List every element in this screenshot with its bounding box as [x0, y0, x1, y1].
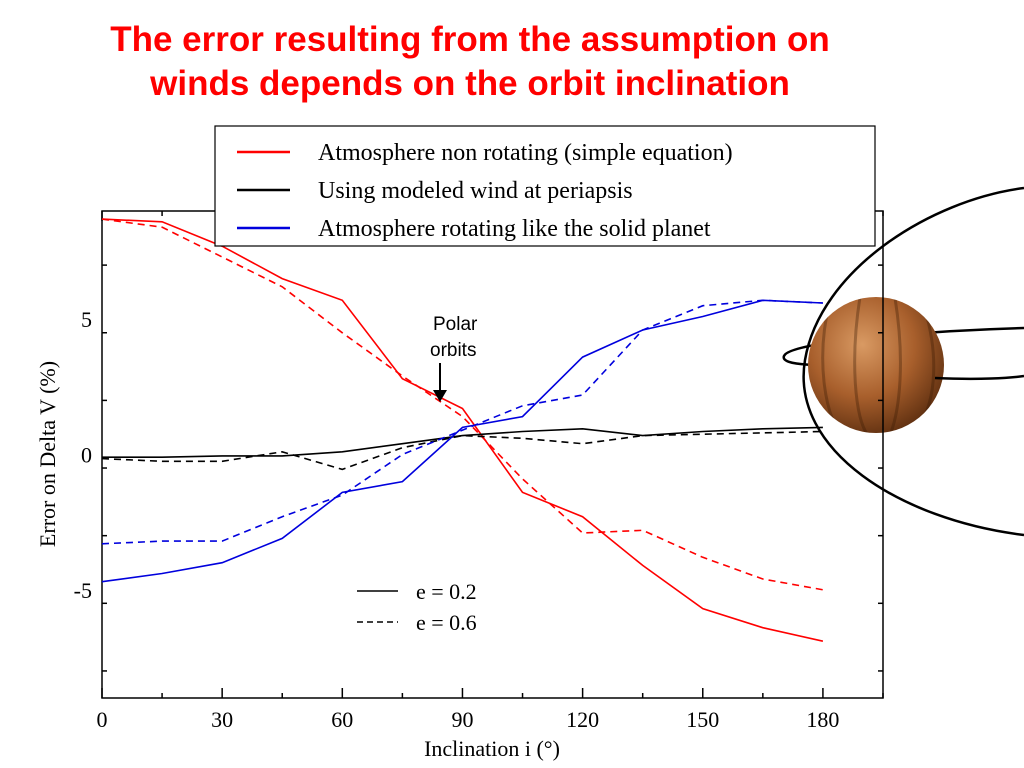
x-tick-label: 90 [451, 707, 473, 732]
large-orbit-ellipse [802, 186, 1024, 537]
annotation-arrow-head [433, 390, 447, 402]
annotation-line-1: Polar [433, 314, 478, 335]
slide-title: The error resulting from the assumption … [0, 18, 940, 106]
x-tick-label: 0 [97, 707, 108, 732]
y-axis-label: Error on Delta V (%) [35, 361, 60, 547]
polar-orbits-annotation: Polar orbits [430, 314, 478, 402]
series-line-2 [102, 426, 823, 459]
plot-frame [101, 210, 884, 699]
axis-tick-labels: 0 30 60 90 120 150 180 -5 0 5 [74, 307, 840, 732]
eccentricity-legend: e = 0.2 e = 0.6 [357, 579, 477, 635]
legend-label-non-rotating: Atmosphere non rotating (simple equation… [318, 140, 733, 166]
y-tick-label: -5 [74, 578, 92, 603]
y-tick-label: 5 [81, 307, 92, 332]
x-tick-label: 150 [686, 707, 719, 732]
x-tick-label: 120 [566, 707, 599, 732]
legend-box [214, 125, 876, 247]
series-line-1 [101, 218, 824, 591]
series-line-4 [101, 299, 823, 583]
legend-label-modeled-wind: Using modeled wind at periapsis [318, 178, 633, 204]
series-line-5 [101, 299, 823, 545]
x-tick-label: 60 [331, 707, 353, 732]
legend-label-e-0-6: e = 0.6 [416, 610, 477, 635]
legend-label-rotating: Atmosphere rotating like the solid plane… [318, 216, 711, 242]
planet [808, 297, 944, 433]
annotation-line-2: orbits [430, 340, 476, 361]
legend-label-e-0-2: e = 0.2 [416, 579, 477, 604]
x-axis-label: Inclination i (°) [424, 736, 560, 761]
small-orbit-front [934, 374, 1024, 381]
y-tick-label: 0 [81, 443, 92, 468]
series-line-3 [101, 430, 823, 471]
data-series [101, 218, 824, 642]
axis-ticks [101, 211, 884, 698]
x-tick-label: 180 [806, 707, 839, 732]
x-tick-label: 30 [211, 707, 233, 732]
slide-title-line-2: winds depends on the orbit inclination [150, 64, 790, 103]
series-legend: Atmosphere non rotating (simple equation… [214, 125, 876, 247]
slide-title-line-1: The error resulting from the assumption … [110, 20, 830, 59]
